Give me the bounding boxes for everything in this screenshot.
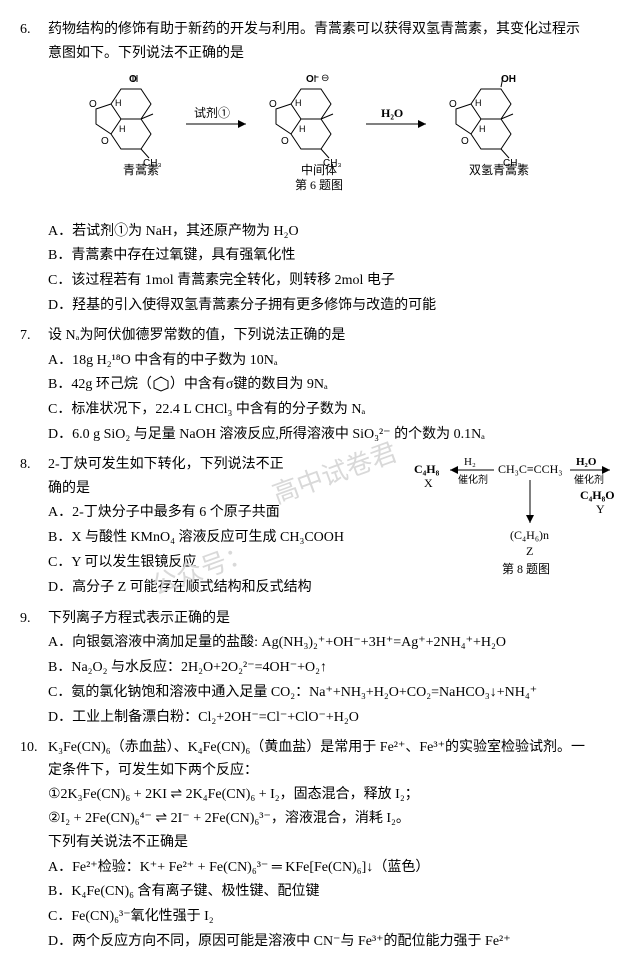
q6-mol2-label: 中间体 [301,162,337,177]
q10-stem-line3: 下列有关说法不正确是 [48,831,585,855]
q8-diag-cat2: 催化剂 [574,473,604,486]
q10-option-b: B．K₄Fe(CN)₆ 含有离子键、极性键、配位键 [48,880,622,904]
question-7: 7. 设 Nₐ为阿伏伽德罗常数的值，下列说法正确的是 A．18g H₂¹⁸O 中… [20,324,622,447]
q6-stem-line2: 意图如下。下列说法不正确的是 [48,42,580,66]
q8-diag-caption: 第 8 题图 [502,562,550,576]
q6-mol3-label: 双氢青蒿素 [469,162,529,177]
svg-text:O: O [89,99,97,110]
q6-stem-line1: 药物结构的修饰有助于新药的开发与利用。青蒿素可以获得双氢青蒿素，其变化过程示 [48,18,580,42]
q10-rxn1: ①2K₃Fe(CN)₆ + 2KI ⇌ 2K₄Fe(CN)₆ + I₂，固态混合… [48,783,585,807]
q6-figure: O O O H CH₃ H 青蒿素 试剂① O⁻ ⊖ [20,74,622,214]
q10-option-a: A．Fe²⁺检验：K⁺+ Fe²⁺ + Fe(CN)₆³⁻ ═ KFe[Fe(C… [48,856,622,880]
q6-number: 6. [20,18,48,66]
question-10: 10. K₃Fe(CN)₆（赤血盐）、K₄Fe(CN)₆（黄血盐）是常用于 Fe… [20,736,622,954]
svg-text:H: H [115,98,122,108]
q6-arrow2-label: H₂O [381,106,403,120]
svg-text:O: O [461,136,469,147]
q8-diag-h2o-label: H₂O [576,456,597,468]
svg-text:O: O [269,99,277,110]
q6-fig-caption: 第 6 题图 [295,178,343,192]
cyclohexane-icon [152,376,170,392]
q6-arrow1-label: 试剂① [194,105,230,120]
svg-text:H: H [119,124,126,134]
q6-option-b: B．青蒿素中存在过氧键，具有强氧化性 [48,244,622,268]
q8-option-a: A．2-丁炔分子中最多有 6 个原子共面 [48,501,402,525]
q7-optb-post: ）中含有σ键的数目为 9Nₐ [170,377,328,392]
q8-option-d: D．高分子 Z 可能存在顺式结构和反式结构 [48,576,402,600]
q10-stem-line1: K₃Fe(CN)₆（赤血盐）、K₄Fe(CN)₆（黄血盐）是常用于 Fe²⁺、F… [48,736,585,760]
q8-option-b: B．X 与酸性 KMnO₄ 溶液反应可生成 CH₃COOH [48,526,402,550]
q7-number: 7. [20,324,48,348]
q6-mol1-label: 青蒿素 [123,163,159,177]
svg-text:O: O [449,99,457,110]
question-8: 8. 2-丁炔可发生如下转化，下列说法不正 确的是 A．2-丁炔分子中最多有 6… [20,453,622,601]
svg-text:H: H [295,98,302,108]
q10-stem-line2: 定条件下，可发生如下两个反应： [48,759,585,783]
q8-diag-c4h8o: C₄H₈O [580,488,615,502]
q8-diag-z: Z [526,544,533,558]
svg-text:⊖: ⊖ [321,74,329,84]
svg-text:H: H [479,124,486,134]
svg-text:H: H [299,124,306,134]
q7-option-c: C．标准状况下，22.4 L CHCl₃ 中含有的分子数为 Nₐ [48,398,622,422]
q7-optb-pre: B．42g 环己烷（ [48,377,152,392]
q8-diag-cat1: 催化剂 [458,473,488,486]
q7-stem: 设 Nₐ为阿伏伽德罗常数的值，下列说法正确的是 [48,324,345,348]
q6-option-d: D．羟基的引入使得双氢青蒿素分子拥有更多修饰与改造的可能 [48,294,622,318]
q7-option-d: D．6.0 g SiO₂ 与足量 NaOH 溶液反应,所得溶液中 SiO₃²⁻ … [48,423,622,447]
question-9: 9. 下列离子方程式表示正确的是 A．向银氨溶液中滴加足量的盐酸: Ag(NH₃… [20,607,622,730]
q8-diag-z-formula: (C₄H₆)n [510,528,549,542]
q9-stem: 下列离子方程式表示正确的是 [48,607,230,631]
q6-option-a: A．若试剂①为 NaH，其还原产物为 H₂O [48,220,622,244]
svg-text:O: O [101,136,109,147]
q6-reaction-scheme: O O O H CH₃ H 青蒿素 试剂① O⁻ ⊖ [51,74,591,214]
q10-number: 10. [20,736,48,855]
svg-text:O⁻: O⁻ [306,74,319,85]
svg-text:O: O [281,136,289,147]
q8-diag-h2-label: H₂ [464,456,476,468]
q8-diag-center: CH₃C≡CCH₃ [498,462,562,476]
q7-option-a: A．18g H₂¹⁸O 中含有的中子数为 10Nₐ [48,349,622,373]
q9-option-a: A．向银氨溶液中滴加足量的盐酸: Ag(NH₃)₂⁺+OH⁻+3H⁺=Ag⁺+2… [48,631,622,655]
q8-stem-line1: 2-丁炔可发生如下转化，下列说法不正 [48,453,284,477]
svg-text:OH: OH [501,74,516,85]
q8-stem-line2: 确的是 [48,477,284,501]
q9-option-d: D．工业上制备漂白粉：Cl₂+2OH⁻=Cl⁻+ClO⁻+H₂O [48,706,622,730]
q8-option-c: C．Y 可以发生银镜反应 [48,551,402,575]
q10-option-d: D．两个反应方向不同，原因可能是溶液中 CN⁻与 Fe³⁺的配位能力强于 Fe²… [48,930,622,954]
q9-option-b: B．Na₂O₂ 与水反应：2H₂O+2O₂²⁻=4OH⁻+O₂↑ [48,656,622,680]
q10-rxn2: ②I₂ + 2Fe(CN)₆⁴⁻ ⇌ 2I⁻ + 2Fe(CN)₆³⁻，溶液混合… [48,807,585,831]
question-6: 6. 药物结构的修饰有助于新药的开发与利用。青蒿素可以获得双氢青蒿素，其变化过程… [20,18,622,318]
q9-number: 9. [20,607,48,631]
q8-diag-y: Y [596,502,605,516]
q8-number: 8. [20,453,48,501]
svg-text:H: H [475,98,482,108]
q10-option-c: C．Fe(CN)₆³⁻氧化性强于 I₂ [48,905,622,929]
q8-diag-x: X [424,476,433,490]
q9-option-c: C．氨的氯化钠饱和溶液中通入足量 CO₂：Na⁺+NH₃+H₂O+CO₂=NaH… [48,681,622,705]
q7-option-b: B．42g 环己烷（ ）中含有σ键的数目为 9Nₐ [48,373,622,397]
q8-diag-c4h8: C₄H₈ [414,462,440,476]
q6-option-c: C．该过程若有 1mol 青蒿素完全转化，则转移 2mol 电子 [48,269,622,293]
q8-diagram: C₄H₈ X H₂ 催化剂 CH₃C≡CCH₃ H₂O 催化剂 C₄H₈O Y [412,453,622,601]
